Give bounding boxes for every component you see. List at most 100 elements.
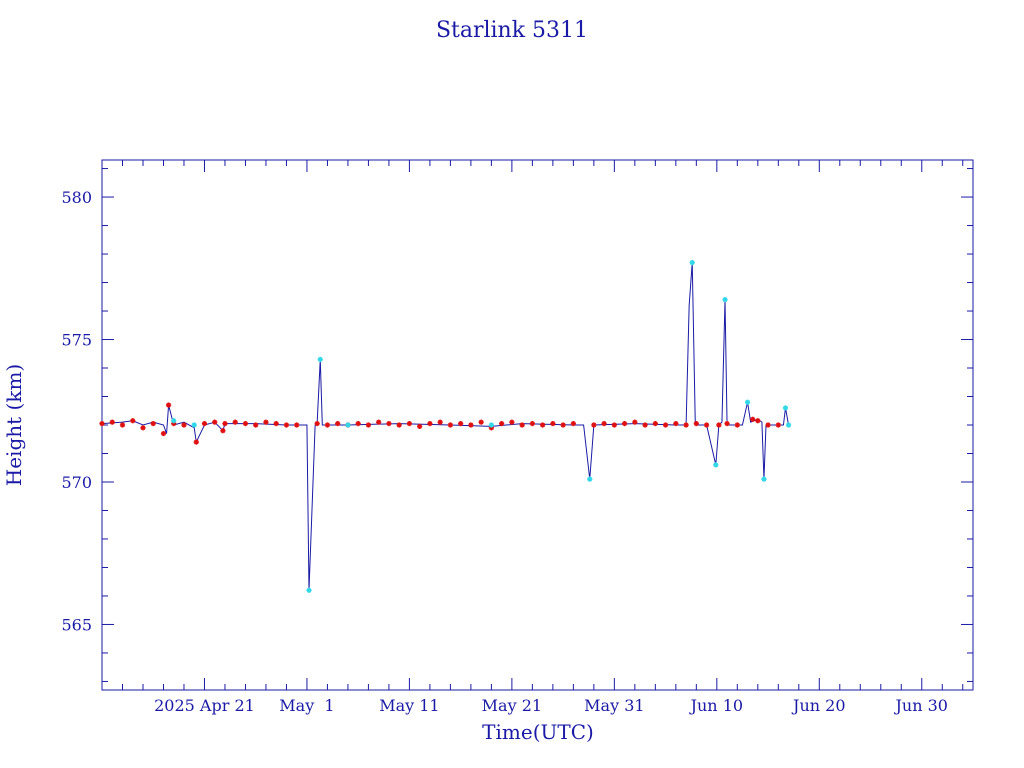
data-point xyxy=(458,420,464,427)
x-tick-label: May 1 xyxy=(279,696,334,715)
data-point xyxy=(376,419,382,425)
series-markers-1 xyxy=(99,402,781,445)
data-point xyxy=(119,422,126,428)
data-point xyxy=(314,420,320,427)
data-point xyxy=(335,420,341,427)
data-point xyxy=(263,419,269,425)
data-point xyxy=(689,259,695,266)
data-point xyxy=(406,420,413,427)
data-point xyxy=(591,422,597,428)
data-point xyxy=(193,439,199,445)
data-point xyxy=(212,419,218,425)
data-point xyxy=(570,420,576,427)
data-point xyxy=(150,420,156,427)
data-point xyxy=(540,422,546,428)
data-point xyxy=(324,422,331,428)
data-point xyxy=(519,422,525,428)
data-point xyxy=(140,425,146,431)
data-point xyxy=(662,422,669,428)
x-tick-label: May 31 xyxy=(584,696,644,715)
data-point xyxy=(386,420,392,427)
data-point xyxy=(191,422,197,428)
data-point xyxy=(171,418,177,424)
data-point xyxy=(365,422,372,428)
data-point xyxy=(499,420,505,427)
data-point xyxy=(750,416,756,422)
data-point xyxy=(560,422,566,428)
data-point xyxy=(220,428,226,434)
data-point xyxy=(355,420,361,427)
x-axis: 2025 Apr 21 May 1 May 11 May 21 May 31 Jun 10… xyxy=(101,160,964,715)
data-point xyxy=(775,422,781,428)
data-point xyxy=(744,399,751,405)
data-point xyxy=(693,420,699,427)
chart-title: Starlink 5311 xyxy=(436,18,588,43)
data-point xyxy=(427,420,433,427)
data-point xyxy=(550,420,556,427)
data-point xyxy=(622,420,628,427)
data-point xyxy=(785,422,792,428)
x-axis-label: Time(UTC) xyxy=(482,720,594,744)
x-tick-label: May 11 xyxy=(379,696,439,715)
data-point xyxy=(447,422,453,428)
data-point xyxy=(782,405,789,411)
data-point xyxy=(611,422,617,428)
data-point xyxy=(722,297,728,303)
data-point xyxy=(253,422,259,428)
data-point xyxy=(294,422,300,428)
y-axis-label: Height (km) xyxy=(2,364,26,486)
series-markers-2 xyxy=(171,259,792,593)
data-point xyxy=(755,418,761,424)
data-point xyxy=(317,356,323,363)
data-point xyxy=(587,476,593,482)
data-point xyxy=(166,402,172,408)
data-point xyxy=(642,422,648,428)
data-point xyxy=(99,420,105,427)
y-tick-label: 580 xyxy=(61,188,92,207)
data-point xyxy=(273,420,279,427)
data-point xyxy=(734,422,740,428)
data-point xyxy=(703,422,710,428)
y-tick-label: 575 xyxy=(61,331,92,350)
x-tick-label: Jun 20 xyxy=(791,696,845,715)
y-axis: 565 570 575 580 xyxy=(61,168,973,682)
data-point xyxy=(683,422,689,428)
plot-frame xyxy=(101,159,974,691)
data-point xyxy=(468,422,474,428)
x-tick-label: May 21 xyxy=(482,696,542,715)
data-point xyxy=(283,422,290,428)
data-point xyxy=(509,419,515,425)
data-point xyxy=(652,420,658,427)
data-point xyxy=(181,422,187,428)
data-point xyxy=(673,420,679,427)
x-tick-label: Jun 30 xyxy=(894,696,948,715)
data-point xyxy=(345,422,351,428)
data-point xyxy=(488,422,494,428)
data-point xyxy=(306,587,312,593)
data-point xyxy=(222,420,228,427)
x-tick-label: Jun 10 xyxy=(689,696,743,715)
y-tick-label: 565 xyxy=(61,615,92,634)
data-point xyxy=(160,430,167,437)
y-tick-label: 570 xyxy=(61,473,92,492)
data-point xyxy=(232,419,238,425)
plot-area xyxy=(99,259,792,593)
data-point xyxy=(761,476,767,482)
data-point xyxy=(601,420,607,427)
data-point xyxy=(417,423,423,430)
data-point xyxy=(478,419,484,425)
data-point xyxy=(201,420,208,427)
data-point xyxy=(765,422,771,428)
data-point xyxy=(242,420,249,427)
data-point xyxy=(130,418,136,424)
x-tick-label: 2025 Apr 21 xyxy=(154,696,255,715)
data-point xyxy=(632,419,638,425)
data-point xyxy=(437,419,443,425)
data-point xyxy=(724,420,730,427)
data-point xyxy=(529,420,535,427)
data-point xyxy=(109,419,115,425)
data-point xyxy=(713,462,719,468)
data-point xyxy=(396,422,402,428)
data-point xyxy=(716,422,722,428)
